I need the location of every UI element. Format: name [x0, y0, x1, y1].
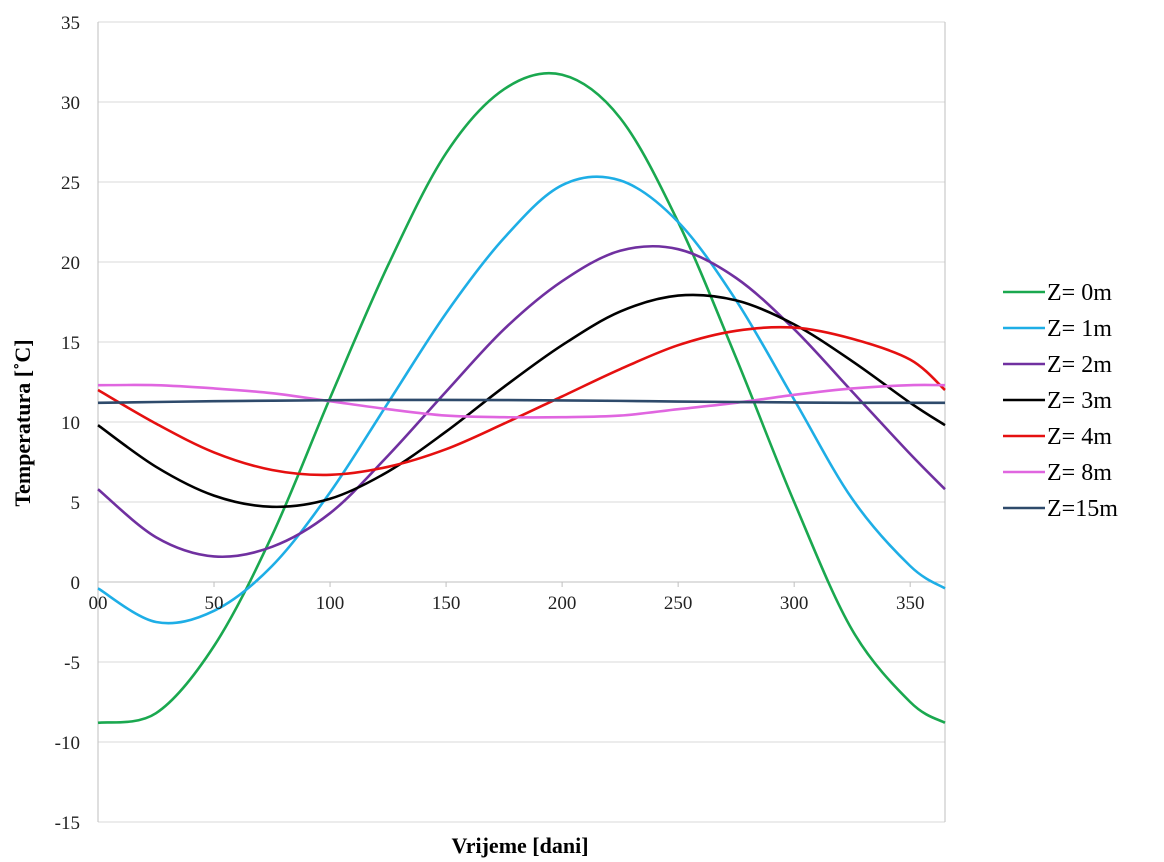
y-tick-label: 0 [71, 573, 81, 594]
legend-label: Z=15m [1047, 496, 1118, 522]
legend-label: Z= 0m [1047, 280, 1112, 306]
y-tick-label: 30 [61, 93, 80, 114]
y-tick-label: 25 [61, 173, 80, 194]
y-tick-label: 35 [61, 13, 80, 34]
y-tick-label: 20 [61, 253, 80, 274]
series-line-z0m [98, 73, 945, 723]
y-tick-label: -10 [55, 733, 80, 754]
x-tick-label: 50 [205, 593, 224, 614]
y-tick-label: 5 [71, 493, 81, 514]
legend-label: Z= 1m [1047, 316, 1112, 342]
tick-labels: -15 -10 -5 0 5 10 15 20 25 30 35 00 50 100 150 200 250 30… [55, 13, 925, 834]
x-tick-label: 00 [89, 593, 108, 614]
x-tick-label: 100 [316, 593, 345, 614]
series-line-z15m [98, 400, 945, 403]
legend-label: Z= 2m [1047, 352, 1112, 378]
legend-label: Z= 8m [1047, 460, 1112, 486]
legend-label: Z= 3m [1047, 388, 1112, 414]
y-tick-label: 15 [61, 333, 80, 354]
y-tick-label: -5 [64, 653, 80, 674]
legend: Z= 0m Z= 1m Z= 2m Z= 3m Z= 4m Z= 8m Z=15m [1003, 280, 1118, 522]
x-tick-label: 350 [896, 593, 925, 614]
legend-label: Z= 4m [1047, 424, 1112, 450]
x-tick-label: 250 [664, 593, 693, 614]
x-tick-label: 200 [548, 593, 577, 614]
x-tick-label: 150 [432, 593, 461, 614]
x-tick-label: 300 [780, 593, 809, 614]
series-lines [98, 73, 945, 723]
x-axis-title: Vrijeme [dani] [451, 833, 588, 858]
y-tick-label: -15 [55, 813, 80, 834]
y-tick-label: 10 [61, 413, 80, 434]
y-axis-title: Temperatura [˚C] [10, 339, 35, 506]
gridlines [98, 22, 945, 822]
